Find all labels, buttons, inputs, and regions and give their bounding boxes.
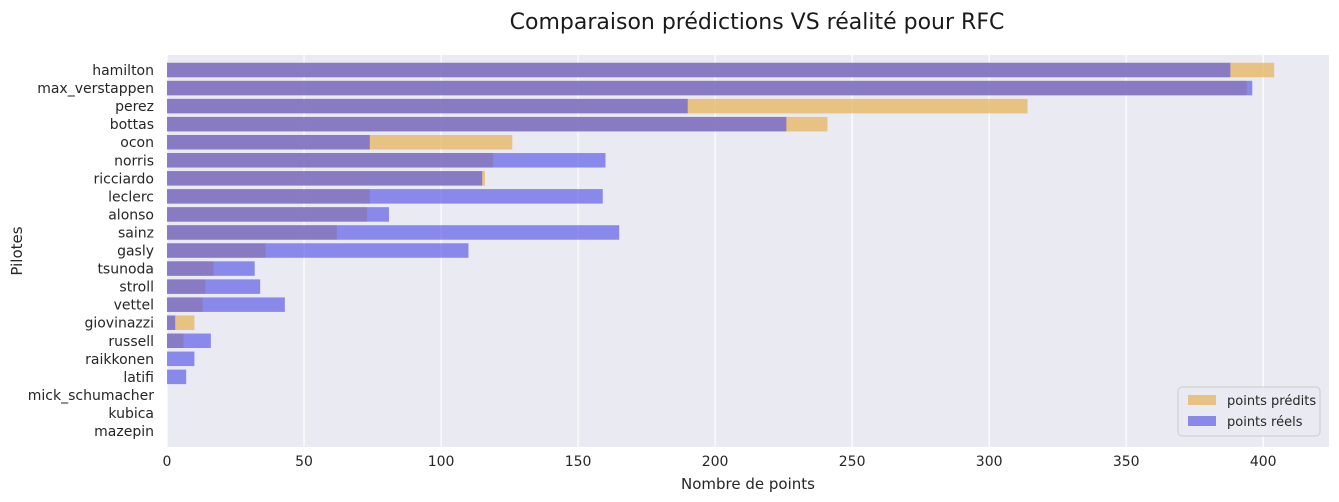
y-tick-label: latifi	[123, 370, 154, 386]
y-tick-label: raikkonen	[85, 352, 154, 368]
bar-actual	[167, 116, 787, 132]
y-tick-label: mick_schumacher	[28, 388, 154, 404]
y-tick-label: hamilton	[92, 63, 154, 79]
y-tick-label: kubica	[108, 406, 154, 422]
bar-actual	[167, 98, 688, 114]
legend-label-actual: points réels	[1227, 415, 1303, 430]
y-tick-label: mazepin	[94, 424, 154, 440]
y-axis-label: Pilotes	[8, 226, 26, 275]
bar-actual	[167, 333, 211, 349]
bar-actual	[167, 369, 187, 385]
legend: points prédits points réels	[1177, 386, 1321, 437]
y-tick-label: norris	[114, 153, 154, 169]
y-tick-label: giovinazzi	[84, 316, 154, 332]
y-tick-label: sainz	[118, 225, 154, 241]
bar-actual	[167, 351, 195, 367]
legend-label-predicted: points prédits	[1227, 394, 1316, 409]
bars	[167, 62, 1275, 385]
bar-actual	[167, 62, 1231, 78]
bar-actual	[167, 243, 469, 258]
y-tick-label: perez	[115, 99, 154, 115]
y-tick-label: bottas	[110, 117, 154, 133]
legend-swatch-actual	[1188, 416, 1216, 426]
bar-actual	[167, 153, 606, 168]
x-tick-label: 100	[428, 454, 455, 470]
x-tick-label: 150	[565, 454, 592, 470]
bar-actual	[167, 261, 255, 276]
chart-title: Comparaison prédictions VS réalité pour …	[510, 10, 1005, 35]
y-tick-label: vettel	[114, 298, 154, 314]
x-tick-label: 400	[1250, 454, 1277, 470]
x-tick-label: 250	[839, 454, 866, 470]
bar-actual	[167, 315, 176, 330]
y-tick-label: gasly	[117, 244, 154, 260]
bar-actual	[167, 225, 620, 240]
y-tick-label: alonso	[108, 207, 154, 223]
bar-actual	[167, 134, 370, 150]
y-tick-label: ricciardo	[94, 171, 154, 187]
bar-actual	[167, 279, 261, 294]
x-tick-label: 50	[295, 454, 313, 470]
y-tick-label: max_verstappen	[37, 81, 154, 97]
legend-swatch-predicted	[1188, 395, 1216, 405]
x-tick-label: 300	[976, 454, 1003, 470]
bar-actual	[167, 80, 1253, 96]
x-tick-label: 350	[1113, 454, 1140, 470]
y-tick-label: leclerc	[108, 189, 154, 205]
y-tick-label: ocon	[120, 135, 154, 151]
x-tick-label: 0	[163, 454, 172, 470]
x-axis-label: Nombre de points	[681, 475, 815, 493]
x-tick-label: 200	[702, 454, 729, 470]
bar-actual	[167, 207, 389, 222]
bar-actual	[167, 189, 603, 204]
x-tick-labels: 0 50 100 150 200 250 300 350 400	[163, 454, 1277, 470]
y-tick-label: russell	[108, 334, 154, 350]
y-tick-label: tsunoda	[97, 262, 154, 278]
y-tick-label: stroll	[119, 280, 154, 296]
bar-actual	[167, 297, 285, 312]
bar-actual	[167, 171, 483, 186]
